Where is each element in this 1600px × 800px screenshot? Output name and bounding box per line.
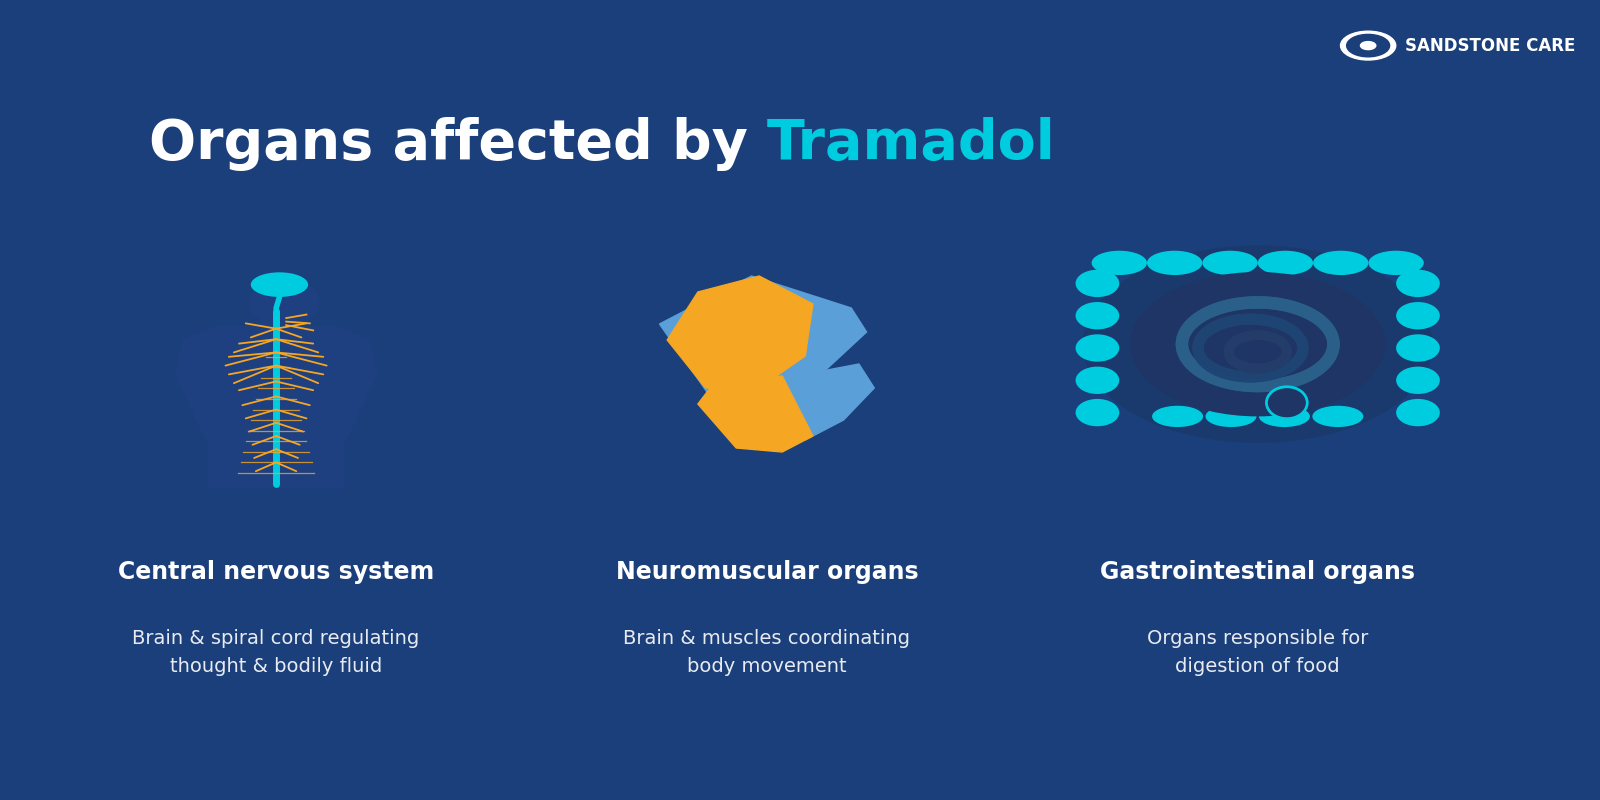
Polygon shape [259,314,299,326]
Ellipse shape [1083,246,1432,443]
Text: Central nervous system: Central nervous system [118,560,434,584]
Ellipse shape [1397,302,1440,330]
Ellipse shape [1397,334,1440,362]
Circle shape [1360,42,1376,50]
Text: Brain & spiral cord regulating
thought & bodily fluid: Brain & spiral cord regulating thought &… [133,629,419,675]
Ellipse shape [251,272,309,297]
Circle shape [1347,34,1390,57]
Polygon shape [667,276,813,388]
Text: Organs responsible for
digestion of food: Organs responsible for digestion of food [1147,629,1368,675]
Text: Brain & muscles coordinating
body movement: Brain & muscles coordinating body moveme… [624,629,910,675]
Text: Gastrointestinal organs: Gastrointestinal organs [1101,560,1416,584]
Ellipse shape [1267,386,1307,418]
Ellipse shape [1368,250,1424,275]
Polygon shape [698,376,813,452]
Ellipse shape [1314,250,1368,275]
Ellipse shape [1075,366,1120,394]
Ellipse shape [1259,406,1310,427]
Polygon shape [659,276,867,412]
Ellipse shape [1397,366,1440,394]
Ellipse shape [1152,406,1203,427]
Text: Neuromuscular organs: Neuromuscular organs [616,560,918,584]
Ellipse shape [1202,250,1258,275]
Ellipse shape [1075,399,1120,426]
Ellipse shape [1397,270,1440,297]
Polygon shape [774,364,874,440]
Ellipse shape [1091,250,1147,275]
Polygon shape [174,326,378,489]
Ellipse shape [1397,399,1440,426]
Ellipse shape [1147,250,1202,275]
Ellipse shape [1075,270,1120,297]
Circle shape [1341,31,1395,60]
Ellipse shape [1075,302,1120,330]
Ellipse shape [1075,334,1120,362]
Text: SANDSTONE CARE: SANDSTONE CARE [1405,37,1576,54]
Ellipse shape [1205,406,1256,427]
Text: Tramadol: Tramadol [766,117,1056,171]
Ellipse shape [250,278,320,326]
Ellipse shape [1130,272,1386,416]
Text: Organs affected by: Organs affected by [149,117,766,171]
Ellipse shape [1312,406,1363,427]
Ellipse shape [1258,250,1314,275]
